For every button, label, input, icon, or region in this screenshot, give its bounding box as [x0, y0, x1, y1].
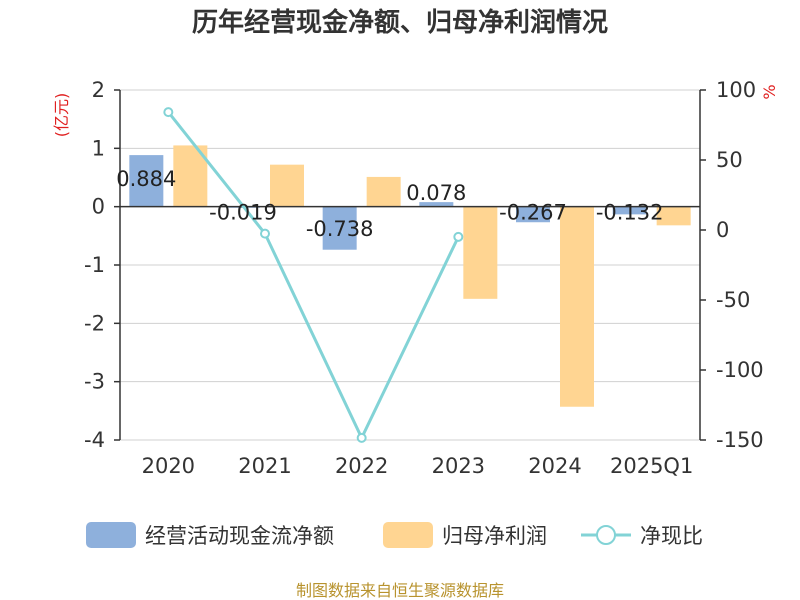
grid — [120, 89, 700, 441]
right-tick-label: 100 — [716, 78, 756, 102]
bar-data-label: -0.267 — [499, 201, 567, 225]
net-profit-bar — [270, 164, 304, 207]
legend-label: 归母净利润 — [442, 524, 547, 548]
left-tick-label: -3 — [84, 370, 105, 394]
ratio-point — [260, 228, 270, 239]
category-label: 2021 — [238, 454, 291, 478]
legend-swatch — [383, 522, 433, 548]
axes: 2 1 0 -1 -2 -3 -4 100 50 0 -50 -100 -150 2020 2021 2022… — [84, 78, 764, 478]
legend-swatch — [86, 522, 136, 548]
right-tick-label: -150 — [716, 428, 764, 452]
bar-data-label: -0.132 — [596, 201, 664, 225]
ratio-point — [163, 107, 174, 118]
net-profit-bar — [560, 206, 594, 407]
bar-data-label: 0.078 — [406, 181, 466, 205]
bars — [129, 145, 691, 407]
right-tick-label: 0 — [716, 218, 729, 242]
category-label: 2025Q1 — [610, 454, 693, 478]
cashflow-bar — [516, 206, 550, 223]
legend[interactable]: 经营活动现金流净额 归母净利润 净现比 — [86, 522, 703, 548]
net-profit-bar — [366, 176, 401, 207]
legend-label: 净现比 — [640, 524, 703, 548]
data-labels: 0.884 -0.019 -0.738 0.078 -0.267 -0.132 — [116, 167, 663, 241]
legend-label: 经营活动现金流净额 — [145, 524, 334, 548]
left-tick-label: 0 — [92, 195, 105, 219]
bar-data-label: -0.738 — [306, 217, 374, 241]
category-label: 2022 — [335, 454, 388, 478]
left-tick-label: 2 — [92, 78, 105, 102]
left-axis-unit: (亿元) — [52, 93, 71, 138]
bar-data-label: 0.884 — [116, 167, 176, 191]
net-profit-bar — [656, 206, 691, 226]
cashflow-bar — [322, 206, 357, 250]
ratio-line-path — [167, 111, 460, 442]
source-note: 制图数据来自恒生聚源数据库 — [296, 581, 504, 600]
ratio-point — [356, 432, 367, 443]
cashflow-bar — [129, 155, 164, 207]
cashflow-bar — [612, 206, 647, 215]
chart-title: 历年经营现金净额、归母净利润情况 — [192, 7, 608, 38]
ratio-point — [453, 231, 464, 242]
left-tick-label: -4 — [84, 428, 105, 452]
category-label: 2024 — [528, 454, 581, 478]
left-tick-label: -1 — [84, 253, 105, 277]
cashflow-bar — [419, 202, 454, 207]
right-tick-label: 50 — [716, 148, 743, 172]
category-label: 2020 — [142, 454, 195, 478]
right-tick-label: -100 — [716, 358, 764, 382]
legend-item-ratio[interactable]: 净现比 — [581, 524, 703, 548]
legend-item-net-profit[interactable]: 归母净利润 — [383, 522, 547, 548]
legend-marker — [596, 525, 616, 545]
right-tick-label: -50 — [716, 288, 750, 312]
legend-item-cashflow[interactable]: 经营活动现金流净额 — [86, 522, 334, 548]
right-axis-unit: % — [760, 84, 779, 99]
bar-data-label: -0.019 — [209, 201, 277, 225]
left-tick-label: 1 — [92, 136, 105, 160]
net-profit-bar — [463, 206, 498, 299]
ratio-line — [163, 107, 464, 443]
left-tick-label: -2 — [84, 311, 105, 335]
category-label: 2023 — [432, 454, 485, 478]
